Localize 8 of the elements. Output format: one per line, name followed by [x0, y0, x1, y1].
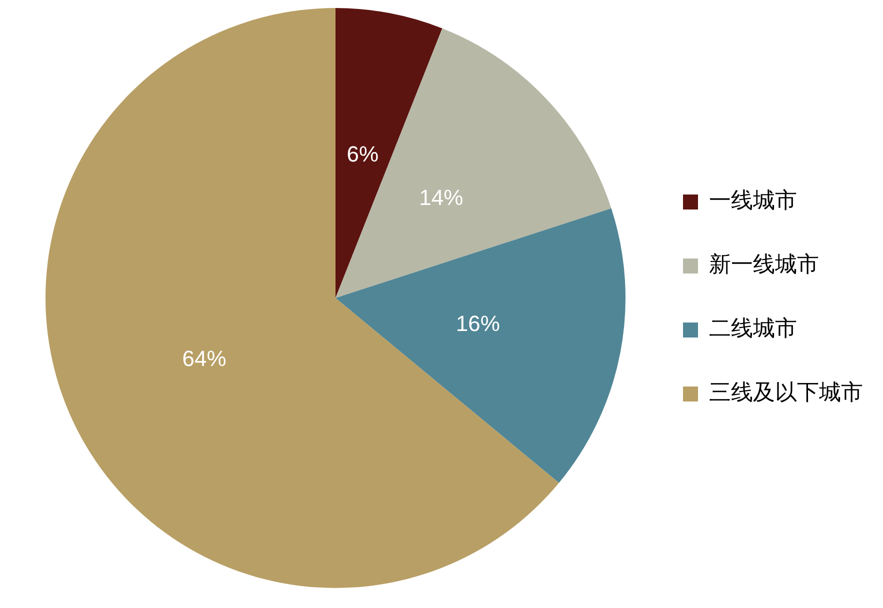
legend-label: 二线城市: [709, 316, 797, 342]
legend-label: 一线城市: [709, 188, 797, 214]
legend-label: 三线及以下城市: [709, 380, 863, 406]
data-label: 6%: [346, 142, 379, 167]
data-label: 14%: [419, 184, 464, 210]
legend-label: 新一线城市: [709, 252, 819, 278]
data-label: 16%: [456, 311, 500, 336]
data-label: 64%: [182, 346, 226, 371]
